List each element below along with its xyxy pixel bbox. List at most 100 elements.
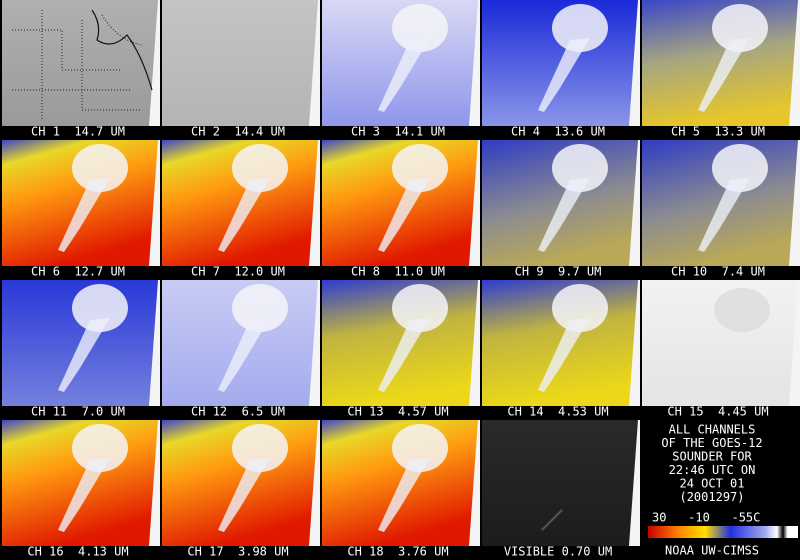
frontal-band [218, 458, 270, 532]
channel-label: CH 14 4.53 UM [507, 405, 608, 419]
frontal-band [541, 509, 563, 531]
channel-label: CH 11 7.0 UM [31, 405, 125, 419]
frontal-band [698, 38, 750, 112]
channel-label: CH 10 7.4 UM [671, 265, 765, 279]
label-strip [482, 546, 640, 560]
label-strip [162, 266, 320, 280]
caption-line: ALL CHANNELS [669, 423, 756, 437]
label-strip [2, 406, 160, 420]
satellite-image [2, 0, 158, 126]
coastline [91, 9, 153, 91]
channel-label: CH 9 9.7 UM [515, 265, 602, 279]
credit: NOAA UW-CIMSS [665, 544, 759, 558]
label-strip [642, 266, 800, 280]
frontal-band [378, 318, 430, 392]
label-strip [642, 126, 800, 140]
panel: CH 15 4.45 UM [642, 280, 800, 420]
frontal-band [698, 178, 750, 252]
channel-label: CH 2 14.4 UM [191, 125, 285, 139]
channel-label: VISIBLE 0.70 UM [504, 545, 612, 559]
cloud [232, 144, 288, 192]
label-strip [322, 266, 480, 280]
map-border [81, 20, 142, 111]
panel: CH 9 9.7 UM [482, 140, 640, 280]
panel: CH 14 4.53 UM [482, 280, 640, 420]
cloud [552, 4, 608, 52]
cloud [392, 284, 448, 332]
label-strip [2, 126, 160, 140]
label-strip [642, 406, 800, 420]
channel-label: CH 3 14.1 UM [351, 125, 445, 139]
satellite-image [482, 420, 638, 546]
cloud [714, 288, 770, 332]
panel: CH 3 14.1 UM [322, 0, 480, 140]
cloud [552, 144, 608, 192]
label-strip [2, 546, 160, 560]
channel-label: CH 12 6.5 UM [191, 405, 285, 419]
panel: CH 4 13.6 UM [482, 0, 640, 140]
panel: CH 10 7.4 UM [642, 140, 800, 280]
panel: CH 7 12.0 UM [162, 140, 320, 280]
channel-label: CH 15 4.45 UM [667, 405, 768, 419]
panel: CH 8 11.0 UM [322, 140, 480, 280]
channel-label: CH 17 3.98 UM [187, 545, 288, 559]
label-strip [2, 266, 160, 280]
channel-label: CH 1 14.7 UM [31, 125, 125, 139]
label-strip [162, 126, 320, 140]
colorbar-labels: 30 -10 -55C [652, 511, 760, 525]
channel-label: CH 7 12.0 UM [191, 265, 285, 279]
cloud [712, 4, 768, 52]
panel: CH 5 13.3 UM [642, 0, 800, 140]
frontal-band [538, 38, 590, 112]
label-strip [322, 406, 480, 420]
frontal-band [218, 178, 270, 252]
channel-label: CH 6 12.7 UM [31, 265, 125, 279]
cloud [232, 424, 288, 472]
label-strip [482, 126, 640, 140]
cloud [232, 284, 288, 332]
label-strip [482, 266, 640, 280]
panel: CH 18 3.76 UM [322, 420, 480, 560]
channel-label: CH 18 3.76 UM [347, 545, 448, 559]
panel: CH 12 6.5 UM [162, 280, 320, 420]
caption-line: (2001297) [679, 490, 744, 504]
panel: CH 6 12.7 UM [2, 140, 160, 280]
panel: CH 2 14.4 UM [162, 0, 320, 140]
caption-line: 24 OCT 01 [679, 477, 744, 491]
frontal-band [538, 178, 590, 252]
frontal-band [218, 318, 270, 392]
cloud [712, 144, 768, 192]
frontal-band [58, 178, 110, 252]
cloud [72, 144, 128, 192]
channel-label: CH 4 13.6 UM [511, 125, 605, 139]
frontal-band [538, 318, 590, 392]
cloud [392, 144, 448, 192]
panel: CH 17 3.98 UM [162, 420, 320, 560]
satellite-image [162, 0, 318, 126]
channel-label: CH 5 13.3 UM [671, 125, 765, 139]
colorbar [648, 526, 798, 538]
panel: CH 11 7.0 UM [2, 280, 160, 420]
channel-label: CH 13 4.57 UM [347, 405, 448, 419]
caption-line: 22:46 UTC ON [669, 463, 756, 477]
frontal-band [378, 458, 430, 532]
frontal-band [378, 178, 430, 252]
cloud [392, 4, 448, 52]
label-strip [322, 126, 480, 140]
cloud [552, 284, 608, 332]
caption-line: SOUNDER FOR [672, 450, 752, 464]
map-border [12, 29, 122, 71]
label-strip [482, 406, 640, 420]
channel-label: CH 8 11.0 UM [351, 265, 445, 279]
cloud [72, 424, 128, 472]
cloud [392, 424, 448, 472]
panel: VISIBLE 0.70 UM [482, 420, 640, 560]
panel: CH 16 4.13 UM [2, 420, 160, 560]
cloud [72, 284, 128, 332]
label-strip [162, 406, 320, 420]
frontal-band [58, 458, 110, 532]
caption-line: OF THE GOES-12 [661, 436, 762, 450]
panel: CH 1 14.7 UM [2, 0, 160, 140]
